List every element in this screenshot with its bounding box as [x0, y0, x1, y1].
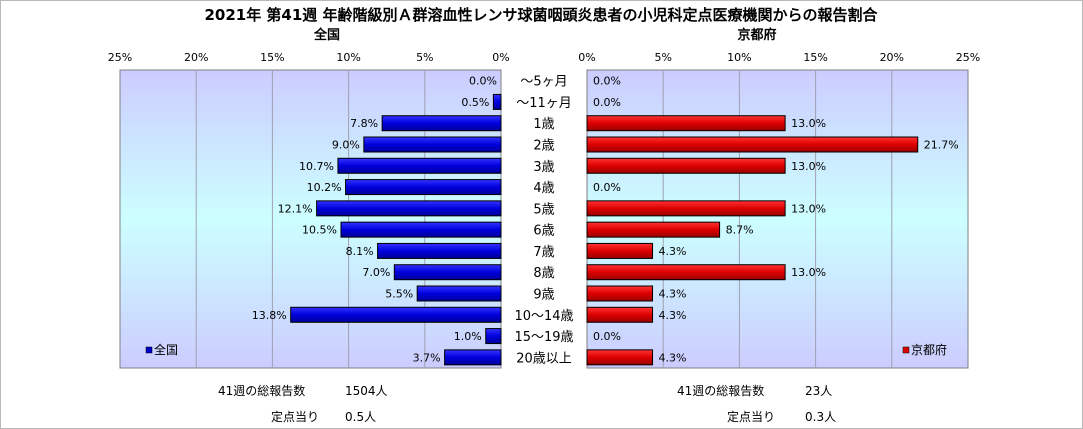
right-bar: [586, 115, 786, 132]
left-tick-label: 5%: [416, 51, 433, 64]
left-bar: [393, 264, 502, 281]
category-label: ～11ヶ月: [516, 96, 572, 111]
left-bar: [337, 157, 502, 174]
left-plot-area: [119, 69, 502, 369]
left-tick-label: 15%: [260, 51, 284, 64]
left-data-label: 10.5%: [302, 224, 337, 237]
category-label: 3歳: [533, 160, 554, 175]
chart-title: 2021年 第41週 年齢階級別Ａ群溶血性レンサ球菌咽頭炎患者の小児科定点医療機…: [204, 6, 878, 24]
right-bar: [586, 221, 721, 238]
category-label: 1歳: [533, 117, 554, 132]
left-bar: [377, 242, 502, 259]
right-data-label: 0.0%: [593, 181, 621, 194]
right-legend-swatch: [902, 346, 910, 354]
right-data-label: 4.3%: [659, 309, 687, 322]
right-tick-label: 5%: [654, 51, 671, 64]
category-label: 7歳: [533, 245, 554, 260]
left-bar: [492, 93, 502, 110]
right-data-label: 0.0%: [593, 330, 621, 343]
left-data-label: 8.1%: [346, 245, 374, 258]
left-data-label: 13.8%: [252, 309, 287, 322]
left-panel-title: 全国: [313, 27, 340, 43]
left-data-label: 7.0%: [362, 266, 390, 279]
right-panel-title: 京都府: [737, 27, 776, 43]
left-data-label: 7.8%: [350, 117, 378, 130]
right-data-label: 4.3%: [659, 245, 687, 258]
right-bar: [586, 200, 786, 217]
left-bar: [345, 179, 502, 196]
left-data-label: 1.0%: [454, 330, 482, 343]
right-tick-label: 15%: [803, 51, 827, 64]
left-tick-label: 20%: [184, 51, 208, 64]
left-data-label: 0.5%: [461, 96, 489, 109]
kyoto-total-label: 41週の総報告数: [677, 384, 765, 398]
national-per-value: 0.5人: [345, 410, 377, 424]
left-bar: [485, 328, 502, 345]
left-data-label: 9.0%: [332, 139, 360, 152]
left-bar: [444, 349, 502, 366]
left-bar: [316, 200, 502, 217]
right-bar: [586, 242, 654, 259]
left-bar: [340, 221, 502, 238]
right-bar: [586, 349, 654, 366]
right-data-label: 13.0%: [791, 202, 826, 215]
right-tick-label: 20%: [880, 51, 904, 64]
category-label: 20歳以上: [516, 351, 572, 366]
right-plot-area: [586, 69, 969, 369]
right-data-label: 0.0%: [593, 75, 621, 88]
left-legend-label: 全国: [154, 342, 178, 357]
kyoto-total-value: 23人: [805, 384, 833, 398]
right-data-label: 4.3%: [659, 288, 687, 301]
right-data-label: 0.0%: [593, 96, 621, 109]
category-label: 5歳: [533, 202, 554, 217]
category-label: 8歳: [533, 266, 554, 281]
left-data-label: 10.2%: [307, 181, 342, 194]
kyoto-per-label: 定点当り: [727, 410, 776, 424]
right-data-label: 13.0%: [791, 160, 826, 173]
right-legend-label: 京都府: [911, 342, 947, 357]
left-data-label: 3.7%: [413, 351, 441, 364]
category-label: 10～14歳: [514, 309, 573, 324]
category-label: 9歳: [533, 288, 554, 303]
category-label: ～5ヶ月: [520, 75, 567, 90]
left-bar: [381, 115, 502, 132]
right-data-label: 8.7%: [726, 224, 754, 237]
left-data-label: 0.0%: [469, 75, 497, 88]
right-bar: [586, 136, 919, 153]
right-bar: [586, 285, 654, 302]
kyoto-per-value: 0.3人: [805, 410, 837, 424]
left-data-label: 10.7%: [299, 160, 334, 173]
right-bar: [586, 157, 786, 174]
right-bar: [586, 264, 786, 281]
left-tick-label: 0%: [492, 51, 509, 64]
right-tick-label: 25%: [956, 51, 980, 64]
left-bar: [290, 306, 502, 323]
national-per-label: 定点当り: [271, 410, 320, 424]
right-data-label: 13.0%: [791, 117, 826, 130]
right-bar: [586, 306, 654, 323]
left-legend-swatch: [145, 346, 153, 354]
right-tick-label: 0%: [578, 51, 595, 64]
left-bar: [416, 285, 502, 302]
category-label: 4歳: [533, 181, 554, 196]
left-tick-label: 25%: [108, 51, 132, 64]
category-label: 2歳: [533, 139, 554, 154]
right-data-label: 4.3%: [659, 351, 687, 364]
right-data-label: 21.7%: [924, 139, 959, 152]
category-label: 15～19歳: [514, 330, 573, 345]
right-tick-label: 10%: [727, 51, 751, 64]
left-data-label: 12.1%: [278, 202, 313, 215]
left-tick-label: 10%: [336, 51, 360, 64]
left-bar: [363, 136, 502, 153]
category-label: 6歳: [533, 224, 554, 239]
national-total-label: 41週の総報告数: [218, 384, 306, 398]
left-data-label: 5.5%: [385, 288, 413, 301]
national-total-value: 1504人: [345, 384, 388, 398]
right-data-label: 13.0%: [791, 266, 826, 279]
